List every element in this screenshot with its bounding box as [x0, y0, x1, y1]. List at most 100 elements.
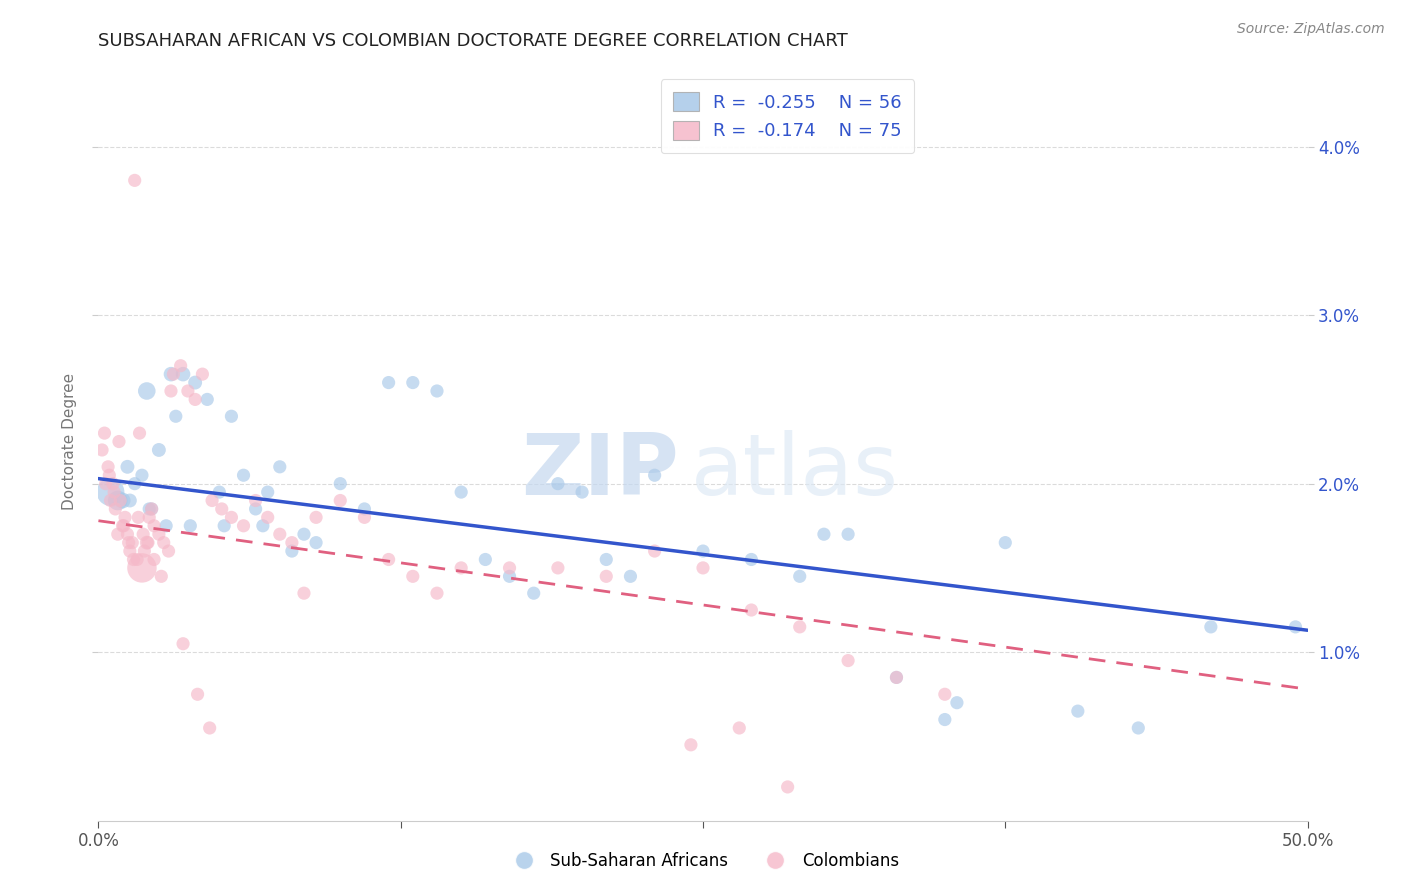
Point [474, 552, 496, 566]
Point [377, 376, 399, 390]
Point [172, 637, 194, 651]
Point [152, 535, 174, 549]
Point [143, 552, 166, 566]
Point [402, 376, 425, 390]
Point [112, 518, 135, 533]
Point [256, 485, 278, 500]
Point [450, 485, 472, 500]
Point [131, 561, 153, 575]
Point [679, 738, 702, 752]
Text: SUBSAHARAN AFRICAN VS COLOMBIAN DOCTORATE DEGREE CORRELATION CHART: SUBSAHARAN AFRICAN VS COLOMBIAN DOCTORAT… [98, 32, 848, 50]
Point [245, 502, 267, 516]
Point [595, 569, 617, 583]
Point [547, 476, 569, 491]
Point [155, 518, 177, 533]
Point [94, 476, 117, 491]
Point [141, 502, 163, 516]
Point [353, 502, 375, 516]
Point [118, 493, 141, 508]
Point [402, 569, 425, 583]
Point [232, 468, 254, 483]
Point [245, 493, 267, 508]
Point [619, 569, 641, 583]
Point [138, 502, 160, 516]
Point [813, 527, 835, 541]
Point [160, 367, 183, 381]
Point [97, 459, 120, 474]
Point [184, 392, 207, 407]
Point [132, 527, 155, 541]
Point [143, 518, 166, 533]
Point [281, 544, 304, 558]
Point [776, 780, 799, 794]
Point [789, 620, 811, 634]
Point [184, 376, 207, 390]
Point [644, 468, 666, 483]
Point [523, 586, 546, 600]
Point [117, 459, 139, 474]
Point [172, 367, 194, 381]
Point [107, 493, 129, 508]
Point [212, 518, 235, 533]
Point [107, 527, 129, 541]
Point [329, 476, 352, 491]
Legend: Sub-Saharan Africans, Colombians: Sub-Saharan Africans, Colombians [501, 846, 905, 877]
Point [292, 586, 315, 600]
Point [108, 434, 131, 449]
Point [108, 493, 131, 508]
Point [305, 535, 328, 549]
Point [692, 561, 714, 575]
Point [101, 476, 124, 491]
Point [498, 569, 520, 583]
Point [136, 535, 159, 549]
Point [169, 359, 191, 373]
Point [886, 670, 908, 684]
Point [740, 552, 762, 566]
Point [498, 561, 520, 575]
Point [994, 535, 1017, 549]
Point [208, 485, 231, 500]
Point [426, 586, 449, 600]
Y-axis label: Doctorate Degree: Doctorate Degree [62, 373, 77, 510]
Point [232, 518, 254, 533]
Point [128, 426, 150, 441]
Point [162, 367, 184, 381]
Point [256, 510, 278, 524]
Point [131, 468, 153, 483]
Point [114, 510, 136, 524]
Point [91, 442, 114, 457]
Point [148, 527, 170, 541]
Point [124, 173, 146, 187]
Point [93, 426, 115, 441]
Point [141, 502, 163, 516]
Point [211, 502, 233, 516]
Point [1199, 620, 1222, 634]
Point [179, 518, 201, 533]
Point [934, 687, 956, 701]
Point [269, 459, 291, 474]
Point [571, 485, 593, 500]
Point [329, 493, 352, 508]
Point [135, 384, 157, 398]
Point [160, 384, 183, 398]
Point [122, 552, 145, 566]
Point [134, 544, 156, 558]
Point [98, 468, 121, 483]
Point [377, 552, 399, 566]
Point [789, 569, 811, 583]
Point [292, 527, 315, 541]
Point [595, 552, 617, 566]
Point [1284, 620, 1306, 634]
Point [426, 384, 449, 398]
Point [100, 485, 122, 500]
Point [111, 493, 134, 508]
Point [281, 535, 304, 549]
Point [692, 544, 714, 558]
Point [1067, 704, 1090, 718]
Point [837, 527, 859, 541]
Legend: R =  -0.255    N = 56, R =  -0.174    N = 75: R = -0.255 N = 56, R = -0.174 N = 75 [661, 79, 914, 153]
Point [728, 721, 751, 735]
Point [934, 713, 956, 727]
Point [135, 535, 157, 549]
Text: ZIP: ZIP [522, 430, 679, 514]
